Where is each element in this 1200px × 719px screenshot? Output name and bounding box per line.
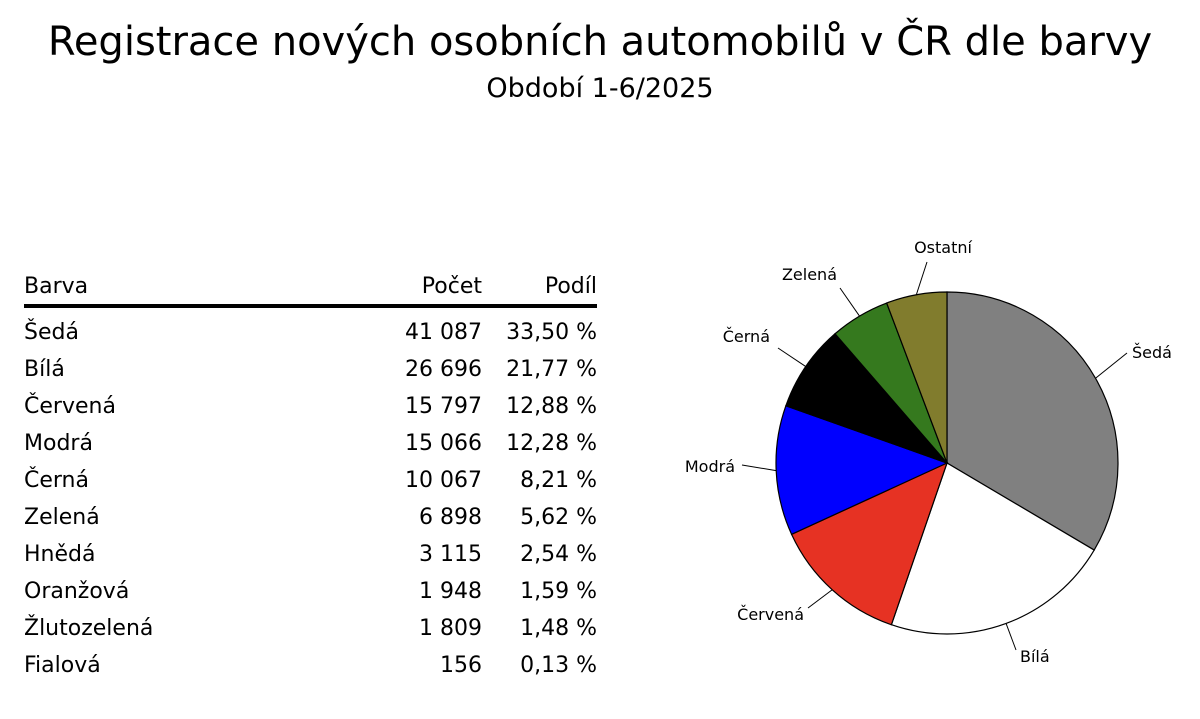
cell-podil: 2,54 % [520, 542, 597, 567]
leader-line [807, 589, 833, 609]
table-row: Červená 15 797 12,88 % [24, 388, 597, 425]
table-row: Zelená 6 898 5,62 % [24, 499, 597, 536]
cell-pocet: 10 067 [405, 468, 482, 493]
pie-slice [775, 405, 949, 536]
cell-pocet: 6 898 [419, 505, 482, 530]
slice-label: Modrá [685, 457, 735, 476]
cell-pocet: 1 948 [419, 579, 482, 604]
cell-pocet: 15 066 [405, 431, 482, 456]
cell-podil: 8,21 % [520, 468, 597, 493]
leader-line [839, 287, 860, 317]
leader-line [915, 261, 928, 295]
cell-barva: Žlutozelená [24, 616, 154, 641]
table-row: Fialová 156 0,13 % [24, 647, 597, 684]
cell-pocet: 156 [440, 653, 482, 678]
pie-slice [790, 461, 949, 626]
cell-pocet: 26 696 [405, 357, 482, 382]
header-podil: Podíl [482, 268, 597, 308]
slice-label: Ostatní [914, 238, 972, 257]
pie-slice [885, 291, 948, 464]
cell-pocet: 1 809 [419, 616, 482, 641]
table-row: Hnědá 3 115 2,54 % [24, 536, 597, 573]
leader-line [1005, 623, 1017, 651]
table-row: Černá 10 067 8,21 % [24, 462, 597, 499]
cell-pocet: 15 797 [405, 394, 482, 419]
cell-barva: Fialová [24, 653, 101, 678]
table-row: Žlutozelená 1 809 1,48 % [24, 610, 597, 647]
slice-label: Šedá [1132, 343, 1172, 362]
pie-chart: Šedá Bílá Červená Modrá Černá Zelená Ostatní [685, 238, 1172, 666]
cell-podil: 0,13 % [520, 653, 597, 678]
header-barva: Barva [24, 268, 352, 308]
slice-label: Zelená [782, 265, 837, 284]
cell-barva: Zelená [24, 505, 100, 530]
leader-line [777, 347, 807, 367]
cell-barva: Černá [24, 468, 89, 493]
cell-podil: 12,28 % [506, 431, 597, 456]
leader-line [1095, 352, 1128, 379]
cell-pocet: 3 115 [419, 542, 482, 567]
cell-barva: Hnědá [24, 542, 96, 567]
color-table: Barva Počet Podíl Šedá 41 087 33,50 % Bílá 2… [24, 268, 597, 684]
chart-title: Registrace nových osobních automobilů v … [47, 19, 1153, 65]
cell-podil: 33,50 % [506, 320, 597, 345]
cell-podil: 21,77 % [506, 357, 597, 382]
leader-line [741, 464, 777, 472]
cell-podil: 12,88 % [506, 394, 597, 419]
chart-subtitle: Období 1-6/2025 [486, 73, 714, 104]
slice-label: Bílá [1020, 647, 1050, 666]
slice-label: Černá [723, 327, 770, 346]
cell-podil: 1,48 % [520, 616, 597, 641]
table-row: Bílá 26 696 21,77 % [24, 351, 597, 388]
header-pocet: Počet [352, 268, 482, 308]
cell-pocet: 41 087 [405, 320, 482, 345]
cell-barva: Šedá [24, 320, 79, 345]
slice-label: Červená [737, 605, 804, 624]
cell-barva: Oranžová [24, 579, 130, 604]
cell-podil: 1,59 % [520, 579, 597, 604]
cell-podil: 5,62 % [520, 505, 597, 530]
pie-slice [785, 332, 949, 465]
table-header-row: Barva Počet Podíl [24, 268, 597, 308]
table-row: Šedá 41 087 33,50 % [24, 306, 597, 351]
table-row: Modrá 15 066 12,28 % [24, 425, 597, 462]
cell-barva: Bílá [24, 357, 65, 382]
cell-barva: Modrá [24, 431, 93, 456]
table-row: Oranžová 1 948 1,59 % [24, 573, 597, 610]
cell-barva: Červená [24, 394, 116, 419]
